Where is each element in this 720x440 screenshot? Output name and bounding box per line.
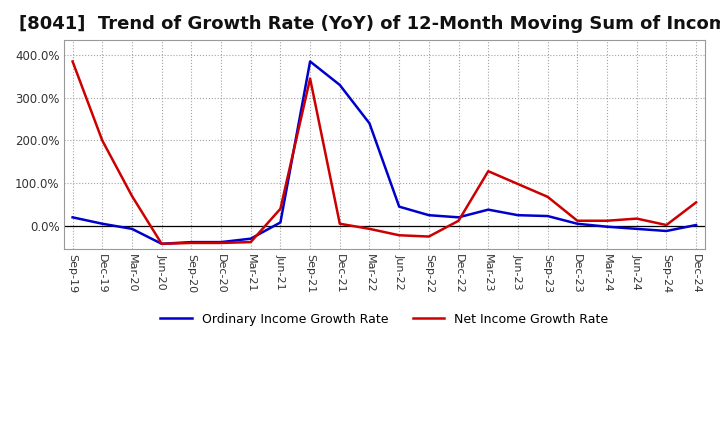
Ordinary Income Growth Rate	[365, 121, 374, 126]
Ordinary Income Growth Rate	[513, 213, 522, 218]
Ordinary Income Growth Rate	[246, 236, 255, 241]
Title: [8041]  Trend of Growth Rate (YoY) of 12-Month Moving Sum of Incomes: [8041] Trend of Growth Rate (YoY) of 12-…	[19, 15, 720, 33]
Ordinary Income Growth Rate	[692, 222, 701, 227]
Net Income Growth Rate	[632, 216, 641, 221]
Net Income Growth Rate	[336, 221, 344, 226]
Net Income Growth Rate	[68, 59, 77, 64]
Net Income Growth Rate	[127, 193, 136, 198]
Net Income Growth Rate	[484, 169, 492, 174]
Legend: Ordinary Income Growth Rate, Net Income Growth Rate: Ordinary Income Growth Rate, Net Income …	[156, 308, 613, 331]
Net Income Growth Rate	[276, 206, 284, 212]
Ordinary Income Growth Rate	[544, 213, 552, 219]
Net Income Growth Rate	[513, 181, 522, 187]
Net Income Growth Rate	[306, 76, 315, 81]
Net Income Growth Rate	[365, 226, 374, 231]
Ordinary Income Growth Rate	[603, 224, 611, 229]
Ordinary Income Growth Rate	[68, 215, 77, 220]
Ordinary Income Growth Rate	[336, 82, 344, 88]
Ordinary Income Growth Rate	[425, 213, 433, 218]
Net Income Growth Rate	[217, 240, 225, 246]
Ordinary Income Growth Rate	[632, 226, 641, 231]
Ordinary Income Growth Rate	[395, 204, 403, 209]
Net Income Growth Rate	[98, 138, 107, 143]
Ordinary Income Growth Rate	[662, 228, 671, 234]
Net Income Growth Rate	[395, 233, 403, 238]
Ordinary Income Growth Rate	[573, 221, 582, 226]
Net Income Growth Rate	[246, 239, 255, 245]
Ordinary Income Growth Rate	[484, 207, 492, 212]
Ordinary Income Growth Rate	[158, 241, 166, 246]
Net Income Growth Rate	[454, 218, 463, 224]
Ordinary Income Growth Rate	[98, 221, 107, 226]
Net Income Growth Rate	[573, 218, 582, 224]
Line: Net Income Growth Rate: Net Income Growth Rate	[73, 62, 696, 244]
Net Income Growth Rate	[187, 240, 196, 246]
Line: Ordinary Income Growth Rate: Ordinary Income Growth Rate	[73, 62, 696, 244]
Ordinary Income Growth Rate	[306, 59, 315, 64]
Net Income Growth Rate	[158, 241, 166, 246]
Ordinary Income Growth Rate	[187, 239, 196, 245]
Ordinary Income Growth Rate	[454, 215, 463, 220]
Ordinary Income Growth Rate	[127, 226, 136, 231]
Net Income Growth Rate	[662, 222, 671, 227]
Net Income Growth Rate	[603, 218, 611, 224]
Ordinary Income Growth Rate	[276, 220, 284, 225]
Net Income Growth Rate	[692, 200, 701, 205]
Net Income Growth Rate	[425, 234, 433, 239]
Net Income Growth Rate	[544, 194, 552, 199]
Ordinary Income Growth Rate	[217, 239, 225, 245]
